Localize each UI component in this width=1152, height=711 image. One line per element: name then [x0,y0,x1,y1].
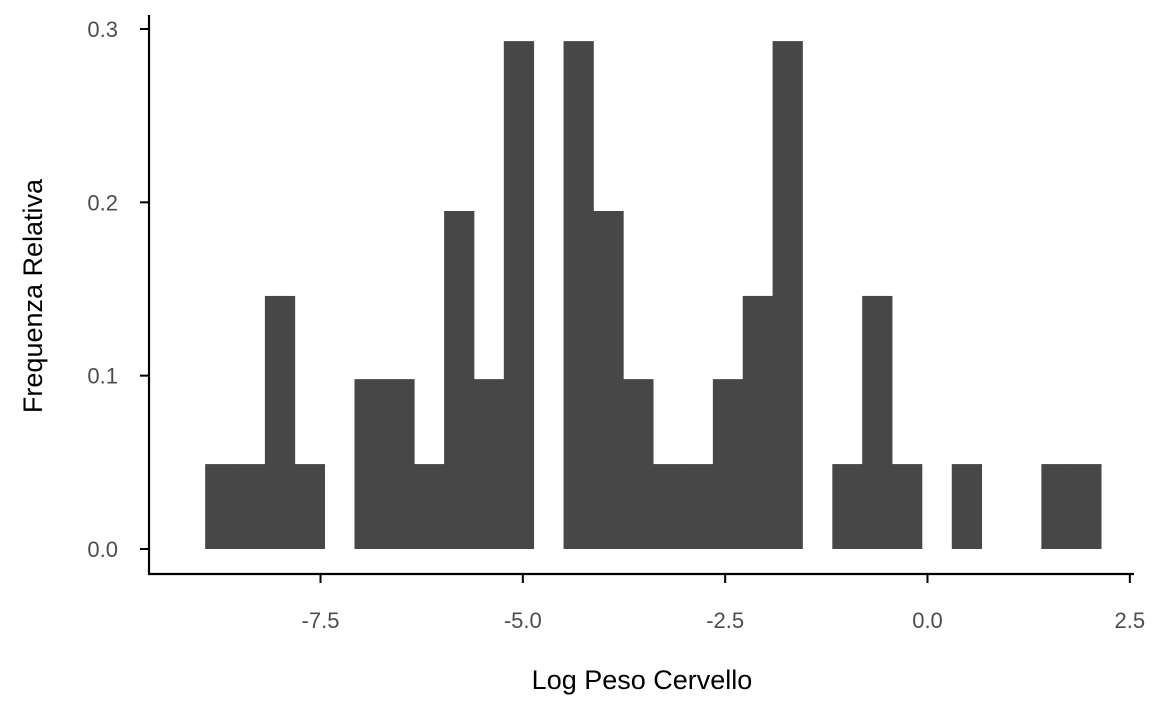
histogram-bar [563,41,594,549]
histogram-bar [354,379,385,549]
y-tick-label: 0.2 [87,190,118,215]
x-tick-label: -2.5 [706,608,744,633]
histogram-bar [1041,464,1072,549]
histogram-bar [653,464,684,549]
histogram-bar [205,464,236,549]
histogram-bar [683,464,714,549]
histogram-bar [862,295,893,549]
histogram-bar [503,41,535,549]
histogram-bar [1071,464,1102,549]
x-tick-label: -7.5 [302,608,340,633]
x-tick-label: 2.5 [1115,608,1146,633]
y-tick-label: 0.3 [87,17,118,42]
x-axis-title: Log Peso Cervello [532,665,753,695]
histogram-bar [473,379,505,549]
bars-group [205,41,1102,549]
x-ticks-group: -7.5 -5.0 -2.5 0.0 2.5 [302,574,1146,633]
histogram-bar [772,41,803,549]
x-tick-label: 0.0 [912,608,943,633]
histogram-bar [294,464,326,549]
y-ticks-group: 0.0 0.1 0.2 0.3 [87,17,149,562]
histogram-bar [593,211,624,549]
histogram-bar [742,295,773,549]
histogram-bar [712,379,744,549]
histogram-bar [235,464,266,549]
y-tick-label: 0.0 [87,537,118,562]
histogram-bar [414,464,445,549]
y-tick-label: 0.1 [87,364,118,389]
y-axis-title: Frequenza Relativa [18,178,48,413]
histogram-bar [892,464,923,549]
histogram-bar [951,464,983,549]
histogram-bar [832,464,863,549]
histogram-bar [444,211,475,549]
x-tick-label: -5.0 [504,608,542,633]
histogram-bar [623,379,654,549]
histogram-bar [264,295,296,549]
histogram-bar [384,379,415,549]
